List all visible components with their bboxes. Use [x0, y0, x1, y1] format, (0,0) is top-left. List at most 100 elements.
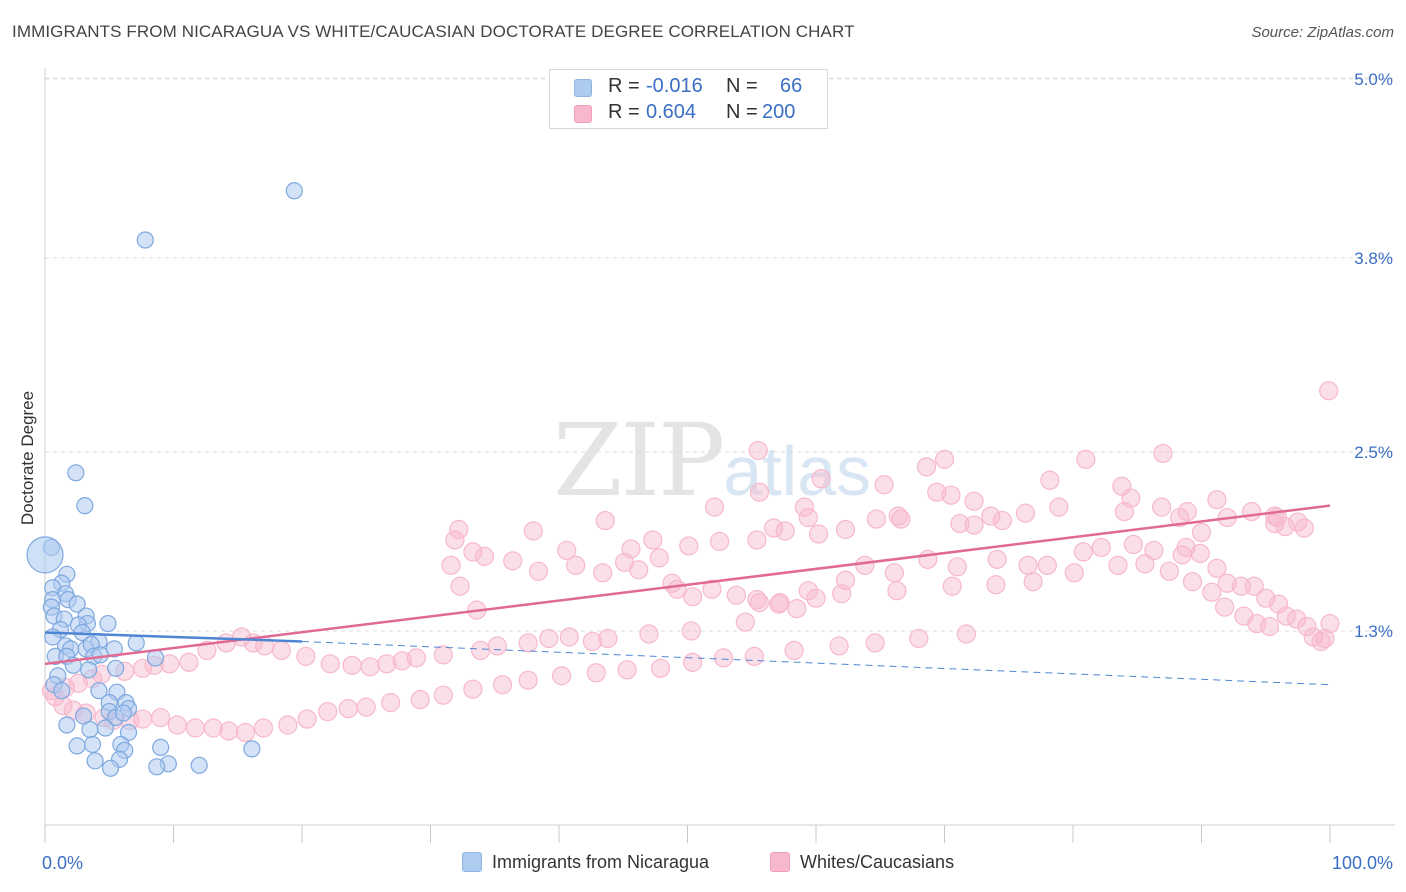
data-point-whites: [713, 648, 734, 668]
data-point-whites: [133, 709, 153, 729]
chart-title: IMMIGRANTS FROM NICARAGUA VS WHITE/CAUCA…: [12, 22, 855, 41]
data-point-whites: [1177, 502, 1197, 522]
trend-line-whites: [44, 504, 1331, 666]
data-point-nicaragua: [285, 182, 303, 200]
data-point-whites: [1076, 449, 1096, 469]
data-point-whites: [1114, 502, 1135, 522]
data-point-whites: [956, 624, 976, 644]
data-point-nicaragua: [148, 758, 166, 776]
data-point-nicaragua: [99, 614, 117, 633]
data-point-nicaragua: [119, 723, 138, 742]
data-point-whites: [219, 721, 239, 741]
data-point-whites: [811, 469, 831, 489]
data-point-nicaragua: [53, 682, 71, 700]
data-point-whites: [598, 628, 618, 649]
data-point-whites: [1288, 512, 1308, 532]
x-tick-label: 100.0%: [1332, 853, 1393, 873]
bottom-legend-swatch-pink: [770, 852, 790, 872]
data-point-whites: [769, 594, 789, 614]
data-point-whites: [888, 506, 908, 526]
data-point-whites: [1320, 613, 1340, 634]
watermark-atlas: atlas: [723, 432, 872, 510]
data-point-whites: [593, 563, 613, 583]
data-point-whites: [471, 640, 491, 661]
data-point-whites: [360, 657, 380, 677]
data-point-whites: [710, 531, 730, 552]
data-point-whites: [775, 521, 795, 541]
data-point-whites: [1207, 558, 1227, 578]
data-point-whites: [629, 560, 649, 580]
y-tick-label: 2.5%: [1354, 443, 1393, 462]
data-point-whites: [1015, 503, 1036, 523]
data-point-whites: [1049, 497, 1069, 517]
data-point-whites: [832, 584, 852, 604]
data-point-whites: [203, 718, 223, 738]
data-point-whites: [1244, 576, 1264, 596]
data-point-whites: [1159, 561, 1179, 581]
trend-line-nicaragua: [44, 631, 303, 643]
data-point-whites: [463, 679, 483, 699]
data-point-whites: [866, 509, 886, 529]
data-point-whites: [942, 576, 962, 596]
data-point-whites: [747, 590, 767, 610]
data-point-whites: [855, 555, 875, 575]
data-point-whites: [551, 666, 572, 686]
legend-r-value: 0.604: [646, 101, 697, 123]
data-point-nicaragua: [26, 536, 64, 574]
trend-line-nicaragua-extension: [301, 640, 1331, 686]
data-point-whites: [582, 631, 603, 652]
data-point-whites: [1202, 582, 1222, 602]
data-point-whites: [916, 457, 937, 477]
data-point-whites: [770, 593, 790, 613]
data-point-whites: [735, 612, 755, 632]
data-point-whites: [1207, 490, 1227, 510]
data-point-whites: [1023, 572, 1043, 592]
data-point-whites: [887, 581, 907, 601]
data-point-whites: [356, 697, 376, 717]
bottom-legend-label: Immigrants from Nicaragua: [492, 852, 710, 872]
data-point-whites: [1144, 540, 1164, 561]
data-point-whites: [617, 660, 637, 680]
data-point-whites: [1268, 594, 1289, 614]
data-point-whites: [410, 690, 430, 710]
data-point-whites: [787, 599, 807, 619]
correlation-legend: R = -0.016 N = 66 R = 0.604 N = 200: [549, 69, 828, 129]
legend-r-label: R =: [608, 101, 640, 123]
legend-n-value: 200: [762, 101, 796, 123]
y-tick-label: 5.0%: [1354, 70, 1393, 89]
data-point-whites: [559, 627, 579, 647]
data-point-nicaragua: [67, 464, 85, 482]
data-point-whites: [1297, 616, 1317, 637]
data-point-nicaragua: [152, 738, 170, 757]
data-point-whites: [829, 636, 849, 656]
data-point-whites: [523, 521, 543, 541]
data-point-whites: [441, 555, 461, 575]
data-point-nicaragua: [127, 634, 145, 652]
data-point-whites: [726, 585, 746, 605]
data-point-whites: [891, 509, 911, 529]
data-point-whites: [338, 698, 358, 719]
data-point-whites: [278, 715, 298, 735]
legend-swatch-pink: [574, 105, 592, 123]
data-point-whites: [986, 575, 1006, 595]
data-point-whites: [318, 701, 338, 722]
data-point-whites: [934, 449, 955, 469]
data-point-nicaragua: [86, 752, 104, 770]
data-point-whites: [1037, 555, 1057, 575]
data-point-nicaragua: [83, 735, 102, 754]
data-point-nicaragua: [58, 716, 76, 734]
data-point-whites: [874, 475, 894, 495]
x-tick-label: 0.0%: [42, 853, 83, 873]
data-point-whites: [406, 648, 426, 668]
data-point-whites: [992, 510, 1012, 531]
data-point-whites: [1135, 554, 1155, 574]
bottom-legend-swatch-blue: [462, 852, 482, 872]
data-point-whites: [964, 491, 984, 511]
bottom-legend-nicaragua: Immigrants from Nicaragua: [462, 852, 709, 873]
data-point-whites: [918, 549, 938, 569]
data-point-nicaragua: [114, 704, 132, 722]
data-point-whites: [1123, 534, 1143, 555]
data-point-whites: [450, 576, 470, 596]
data-point-whites: [1040, 470, 1060, 490]
data-point-whites: [884, 563, 904, 583]
